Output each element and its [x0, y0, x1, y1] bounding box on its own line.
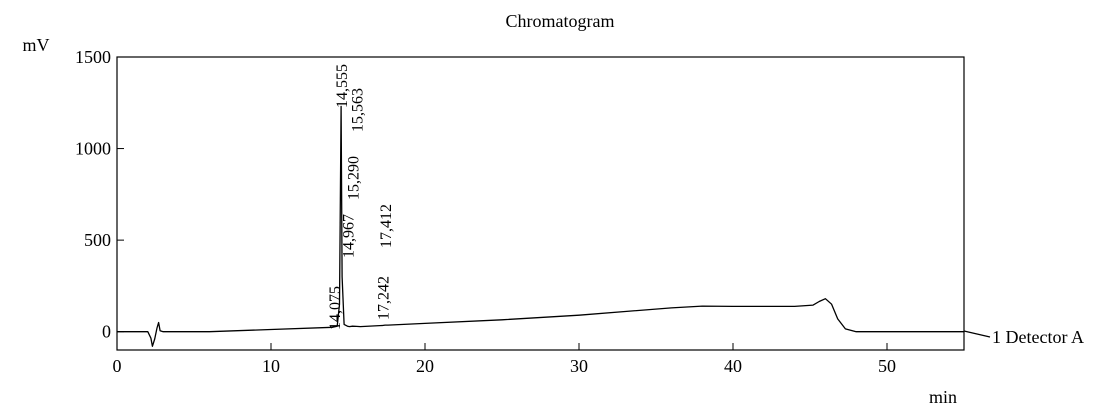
- y-axis-label: mV: [23, 35, 50, 55]
- peak-label: 14,555: [334, 64, 351, 108]
- y-tick-label: 500: [84, 230, 111, 250]
- peak-label: 14,967: [341, 214, 358, 258]
- legend-leader-line: [963, 330, 991, 338]
- x-tick-label: 40: [724, 356, 742, 376]
- legend: 1 Detector A: [963, 327, 1084, 347]
- series-line-detector-a: [117, 105, 964, 347]
- legend-label-detector-a: 1 Detector A: [992, 327, 1084, 347]
- x-axis-label: min: [929, 387, 957, 407]
- plot-frame: [116, 56, 965, 351]
- y-tick-label: 1500: [75, 47, 111, 67]
- x-tick-label: 10: [262, 356, 280, 376]
- y-tick-label: 1000: [75, 139, 111, 159]
- chart-title: Chromatogram: [506, 11, 615, 31]
- peak-label: 15,290: [346, 156, 363, 200]
- x-tick-label: 0: [113, 356, 122, 376]
- x-tick-label: 30: [570, 356, 588, 376]
- peak-label: 15,563: [350, 88, 367, 132]
- peak-labels: 14,075 14,555 14,967 15,290 15,563 17,242 17,4…: [327, 64, 395, 330]
- y-tick-label: 0: [102, 322, 111, 342]
- x-tick-label: 20: [416, 356, 434, 376]
- peak-label: 17,242: [376, 276, 393, 320]
- peak-label: 14,075: [327, 286, 344, 330]
- series-layer: [117, 105, 964, 347]
- peak-label: 17,412: [378, 204, 395, 248]
- x-tick-label: 50: [878, 356, 896, 376]
